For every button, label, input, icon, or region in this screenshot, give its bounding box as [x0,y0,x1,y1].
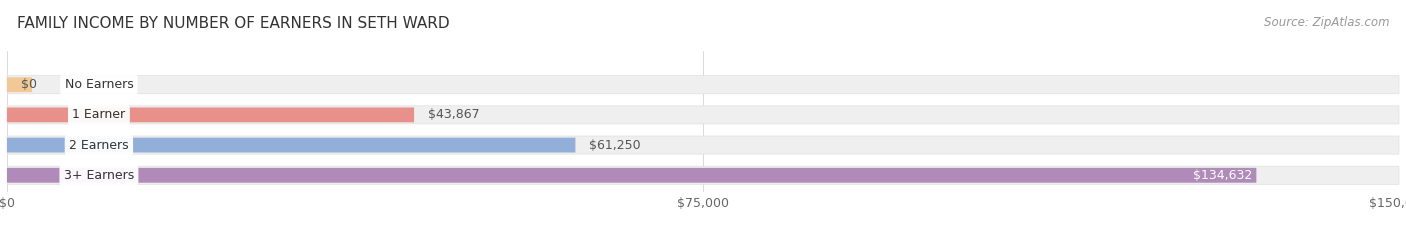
Text: $134,632: $134,632 [1192,169,1253,182]
FancyBboxPatch shape [7,107,415,122]
Text: 3+ Earners: 3+ Earners [63,169,134,182]
Text: 1 Earner: 1 Earner [72,108,125,121]
Text: 2 Earners: 2 Earners [69,139,129,152]
FancyBboxPatch shape [7,166,1399,184]
FancyBboxPatch shape [7,77,32,92]
Text: Source: ZipAtlas.com: Source: ZipAtlas.com [1264,16,1389,29]
FancyBboxPatch shape [7,106,1399,124]
Text: $0: $0 [21,78,37,91]
Text: No Earners: No Earners [65,78,134,91]
Text: FAMILY INCOME BY NUMBER OF EARNERS IN SETH WARD: FAMILY INCOME BY NUMBER OF EARNERS IN SE… [17,16,450,31]
FancyBboxPatch shape [7,138,575,153]
FancyBboxPatch shape [7,136,1399,154]
Text: $61,250: $61,250 [589,139,641,152]
FancyBboxPatch shape [7,168,1257,183]
Text: $43,867: $43,867 [427,108,479,121]
FancyBboxPatch shape [7,76,1399,94]
